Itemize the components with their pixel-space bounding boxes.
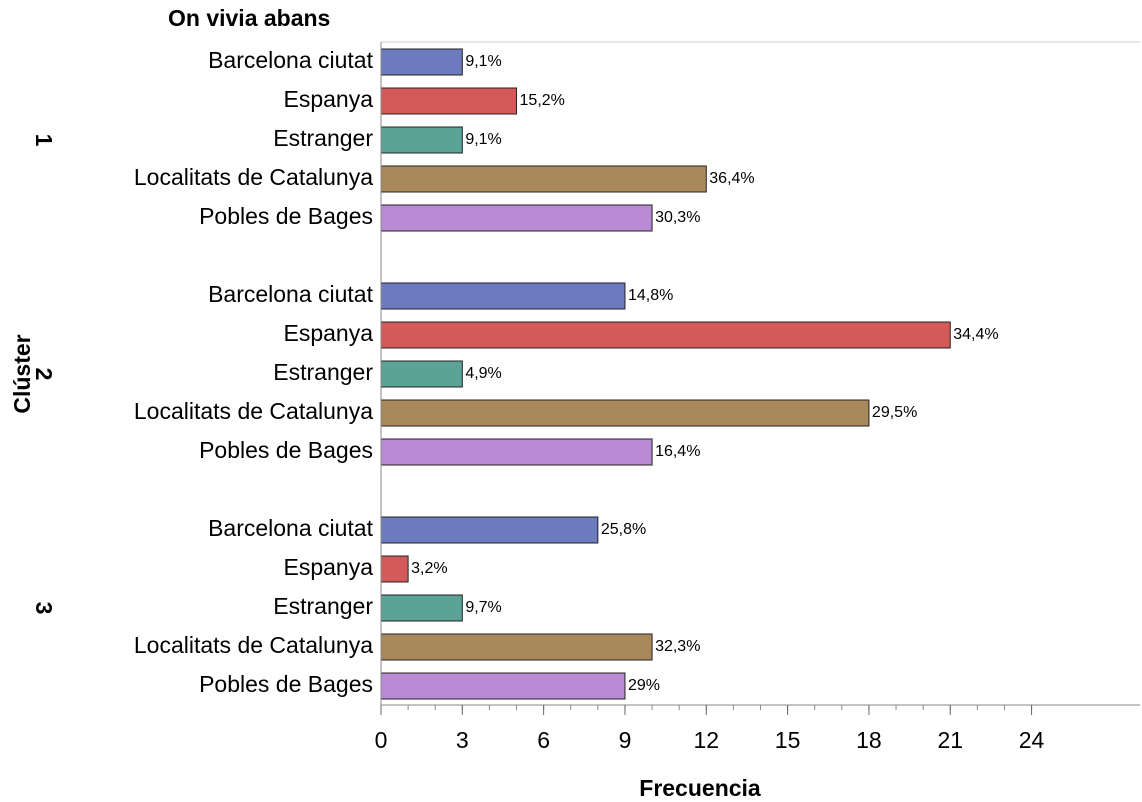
x-tick-label: 6: [537, 727, 550, 753]
bar: [380, 282, 626, 310]
value-label: 15,2%: [520, 92, 565, 109]
category-label: Estranger: [273, 593, 373, 619]
value-label: 29%: [628, 677, 660, 694]
bar: [380, 48, 463, 76]
bar: [380, 321, 951, 349]
category-label: Pobles de Bages: [199, 671, 373, 697]
group-label: 3: [31, 602, 57, 615]
x-tick-label: 24: [1019, 727, 1045, 753]
group-label: 2: [31, 368, 57, 381]
x-tick-label: 21: [937, 727, 963, 753]
category-label: Barcelona ciutat: [208, 281, 374, 307]
value-label: 3,2%: [411, 560, 447, 577]
value-label: 36,4%: [709, 170, 754, 187]
x-tick-label: 18: [856, 727, 882, 753]
x-tick-label: 9: [619, 727, 632, 753]
category-label: Barcelona ciutat: [208, 515, 374, 541]
bar: [380, 438, 653, 466]
value-label: 14,8%: [628, 287, 673, 304]
bar: [380, 594, 463, 622]
value-label: 9,1%: [465, 131, 501, 148]
value-label: 4,9%: [465, 365, 501, 382]
category-label: Localitats de Catalunya: [134, 398, 373, 424]
category-label: Localitats de Catalunya: [134, 632, 373, 658]
bar: [380, 126, 463, 154]
category-label: Pobles de Bages: [199, 437, 373, 463]
bar: [380, 516, 599, 544]
value-label: 9,7%: [465, 599, 501, 616]
y-axis-label: Clúster: [9, 334, 35, 413]
bar: [380, 555, 409, 583]
x-axis-label: Frecuencia: [639, 775, 761, 801]
bar: [380, 204, 653, 232]
bar: [380, 399, 870, 427]
x-tick-label: 12: [693, 727, 719, 753]
chart-title: On vivia abans: [168, 5, 330, 31]
category-label: Espanya: [283, 320, 373, 346]
bar: [380, 360, 463, 388]
bar: [380, 165, 707, 193]
x-tick-label: 15: [775, 727, 801, 753]
x-tick-label: 3: [456, 727, 469, 753]
category-label: Localitats de Catalunya: [134, 164, 373, 190]
value-label: 34,4%: [953, 326, 998, 343]
category-label: Espanya: [283, 86, 373, 112]
category-label: Espanya: [283, 554, 373, 580]
value-label: 9,1%: [465, 53, 501, 70]
group-label: 1: [31, 134, 57, 147]
value-label: 32,3%: [655, 638, 700, 655]
x-tick-label: 0: [375, 727, 388, 753]
bar: [380, 672, 626, 700]
bar: [380, 87, 518, 115]
category-label: Estranger: [273, 125, 373, 151]
category-label: Barcelona ciutat: [208, 47, 374, 73]
value-label: 29,5%: [872, 404, 917, 421]
value-label: 16,4%: [655, 443, 700, 460]
value-label: 30,3%: [655, 209, 700, 226]
value-label: 25,8%: [601, 521, 646, 538]
category-label: Pobles de Bages: [199, 203, 373, 229]
bar: [380, 633, 653, 661]
category-label: Estranger: [273, 359, 373, 385]
